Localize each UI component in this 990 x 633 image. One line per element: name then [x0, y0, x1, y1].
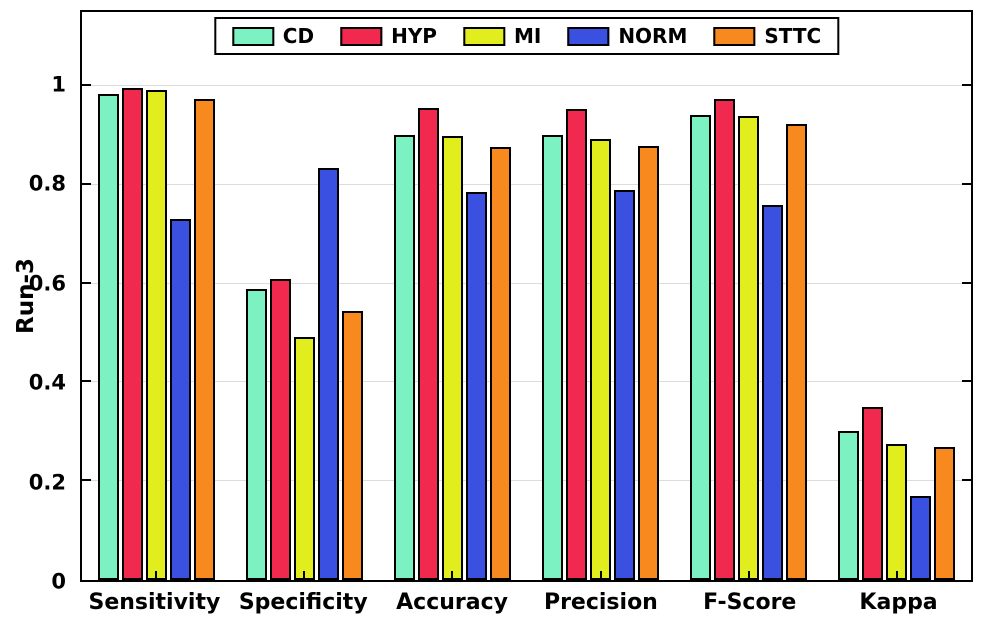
- bar-group-f-score: [675, 12, 823, 580]
- y-tick-label: 0: [51, 569, 66, 594]
- gridline: [82, 85, 971, 87]
- bar-cd-kappa: [838, 431, 860, 580]
- legend-label: CD: [282, 24, 315, 48]
- bar-sttc-f-score: [786, 123, 808, 580]
- bar-sttc-sensitivity: [193, 98, 215, 580]
- bar-group-specificity: [230, 12, 378, 580]
- bar-cd-accuracy: [393, 134, 415, 580]
- legend-item-mi: MI: [462, 24, 542, 48]
- bar-norm-specificity: [317, 167, 339, 580]
- y-tick-label: 0.6: [28, 271, 66, 296]
- x-category-label: Sensitivity: [88, 590, 221, 615]
- x-category-label: Precision: [543, 590, 658, 615]
- x-category-label: Specificity: [238, 590, 368, 615]
- x-category-label: F-Score: [703, 590, 797, 615]
- x-axis-tick: [451, 571, 454, 580]
- x-axis-tick: [747, 571, 750, 580]
- bar-cd-f-score: [690, 115, 712, 580]
- legend-item-sttc: STTC: [713, 26, 821, 46]
- x-axis-tick: [155, 571, 158, 580]
- bar-mi-accuracy: [441, 136, 463, 580]
- bar-sttc-precision: [638, 145, 660, 580]
- y-axis-tick: [962, 479, 971, 482]
- bar-group-precision: [527, 12, 675, 580]
- x-axis-tick: [303, 571, 306, 580]
- bar-cd-precision: [542, 135, 564, 580]
- bar-hyp-sensitivity: [121, 87, 143, 580]
- y-tick-label: 0.4: [28, 370, 66, 395]
- y-axis-tick: [82, 281, 91, 284]
- bar-norm-kappa: [910, 495, 932, 580]
- gridline: [82, 282, 971, 284]
- y-axis-tick: [962, 380, 971, 383]
- bar-group-accuracy: [378, 12, 526, 580]
- bar-cd-specificity: [245, 288, 267, 580]
- y-tick-label: 0.2: [28, 470, 66, 495]
- bar-norm-sensitivity: [169, 219, 191, 580]
- x-axis-tick: [599, 571, 602, 580]
- y-axis-tick: [962, 281, 971, 284]
- legend-label: HYP: [391, 24, 437, 48]
- legend-label: MI: [513, 24, 542, 48]
- bar-norm-accuracy: [465, 191, 487, 580]
- legend-item-cd: CD: [231, 24, 315, 48]
- legend-swatch-hyp: [340, 26, 383, 46]
- y-axis-tick: [962, 84, 971, 87]
- bar-mi-f-score: [738, 115, 760, 580]
- x-category-label: Kappa: [859, 590, 938, 615]
- legend-item-norm: NORM: [567, 26, 687, 46]
- bar-norm-f-score: [762, 204, 784, 580]
- bar-group-kappa: [823, 12, 971, 580]
- bar-mi-sensitivity: [145, 89, 167, 580]
- bar-mi-specificity: [293, 337, 315, 580]
- x-category-label: Accuracy: [396, 590, 508, 615]
- y-axis-tick: [82, 182, 91, 185]
- legend-label: NORM: [618, 24, 688, 48]
- gridline: [82, 183, 971, 185]
- bar-cd-sensitivity: [97, 93, 119, 580]
- bar-mi-kappa: [886, 443, 908, 580]
- bar-hyp-accuracy: [417, 107, 439, 580]
- y-axis-tick: [82, 479, 91, 482]
- bar-sttc-accuracy: [489, 146, 511, 580]
- bar-sttc-kappa: [934, 446, 956, 580]
- plot-area: CD HYP MI NORM STTC: [80, 10, 973, 582]
- x-axis-tick: [895, 571, 898, 580]
- gridline: [82, 381, 971, 383]
- bar-group-sensitivity: [82, 12, 230, 580]
- bar-sttc-specificity: [341, 311, 363, 580]
- x-axis-category-labels: Sensitivity Specificity Accuracy Precision F…: [80, 590, 973, 615]
- bar-hyp-kappa: [862, 407, 884, 580]
- legend-swatch-sttc: [713, 26, 756, 46]
- legend: CD HYP MI NORM STTC: [213, 17, 840, 55]
- legend-item-hyp: HYP: [340, 26, 437, 46]
- legend-swatch-mi: [462, 26, 505, 46]
- legend-label: STTC: [764, 24, 822, 48]
- gridline: [82, 480, 971, 482]
- y-axis-tick: [962, 182, 971, 185]
- y-tick-label: 0.8: [28, 171, 66, 196]
- bar-groups: [82, 12, 971, 580]
- y-axis-tick: [82, 84, 91, 87]
- bar-mi-precision: [590, 138, 612, 580]
- y-tick-label: 1: [51, 72, 66, 97]
- y-axis-tick: [82, 380, 91, 383]
- y-axis-tick-labels: 0 0.2 0.4 0.6 0.8 1: [0, 10, 72, 592]
- bar-hyp-precision: [566, 108, 588, 580]
- bar-hyp-specificity: [269, 278, 291, 580]
- bar-norm-precision: [614, 189, 636, 580]
- bar-hyp-f-score: [714, 98, 736, 580]
- legend-swatch-cd: [231, 26, 274, 46]
- legend-swatch-norm: [567, 26, 610, 46]
